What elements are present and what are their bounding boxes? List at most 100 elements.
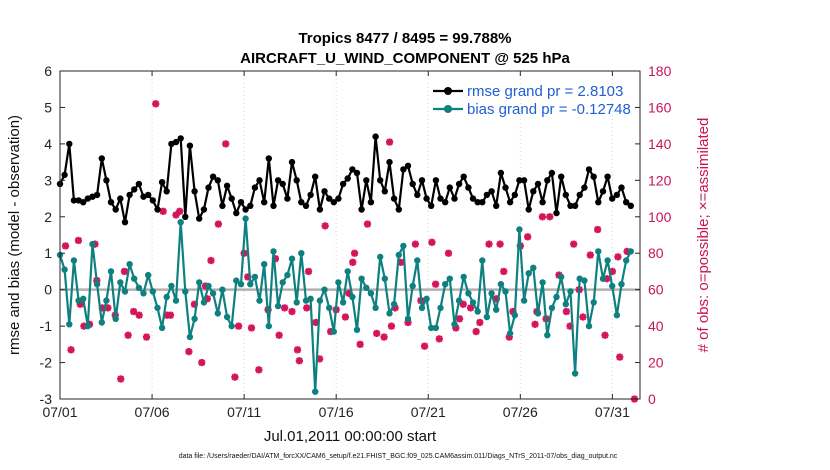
y-tick-label-left: 0 xyxy=(44,282,52,298)
obs-point xyxy=(412,241,419,248)
bias-point xyxy=(108,268,114,274)
bias-point xyxy=(484,314,490,320)
bias-point xyxy=(85,323,91,329)
legend-label-rmse: rmse grand pr = 2.8103 xyxy=(467,83,623,100)
rmse-point xyxy=(247,203,253,209)
obs-point xyxy=(235,323,242,330)
rmse-point xyxy=(294,177,300,183)
bias-point xyxy=(317,297,323,303)
obs-point xyxy=(172,211,179,218)
y-tick-label-left: -2 xyxy=(40,355,53,371)
obs-point xyxy=(351,250,358,257)
rmse-point xyxy=(191,188,197,194)
rmse-point xyxy=(131,186,137,192)
rmse-point xyxy=(340,181,346,187)
rmse-point xyxy=(498,170,504,176)
y-tick-label-left: 1 xyxy=(44,245,52,261)
obs-point xyxy=(75,237,82,244)
obs-point xyxy=(594,226,601,233)
x-tick-label: 07/06 xyxy=(135,404,170,420)
y-tick-label-right: 0 xyxy=(648,391,656,407)
bias-point xyxy=(396,252,402,258)
obs-point xyxy=(601,332,608,339)
bias-point xyxy=(553,294,559,300)
rmse-point xyxy=(539,199,545,205)
bias-point xyxy=(154,305,160,311)
bias-point xyxy=(400,243,406,249)
bias-point xyxy=(284,272,290,278)
rmse-point xyxy=(447,184,453,190)
bias-point xyxy=(321,287,327,293)
rmse-point xyxy=(215,177,221,183)
bias-point xyxy=(252,274,258,280)
bias-point xyxy=(410,283,416,289)
bias-point xyxy=(270,248,276,254)
bias-point xyxy=(618,281,624,287)
bias-point xyxy=(345,268,351,274)
y-axis-label-right: # of obs: o=possible; ×=assimilated xyxy=(695,118,712,353)
rmse-point xyxy=(549,170,555,176)
rmse-point xyxy=(535,181,541,187)
bias-point xyxy=(502,288,508,294)
rmse-point xyxy=(572,203,578,209)
rmse-point xyxy=(428,203,434,209)
rmse-point xyxy=(618,184,624,190)
obs-point xyxy=(570,241,577,248)
rmse-point xyxy=(345,175,351,181)
bias-point xyxy=(419,305,425,311)
rmse-point xyxy=(410,181,416,187)
chart-subtitle: AIRCRAFT_U_WIND_COMPONENT @ 525 hPa xyxy=(240,50,570,67)
obs-point xyxy=(539,213,546,220)
rmse-point xyxy=(391,195,397,201)
rmse-point xyxy=(150,197,156,203)
bias-point xyxy=(442,281,448,287)
rmse-point xyxy=(317,206,323,212)
y-tick-label-right: 100 xyxy=(648,209,672,225)
bias-point xyxy=(354,327,360,333)
rmse-point xyxy=(321,188,327,194)
bias-point xyxy=(168,283,174,289)
bias-point xyxy=(465,290,471,296)
rmse-point xyxy=(502,184,508,190)
bias-point xyxy=(164,294,170,300)
bias-point xyxy=(423,296,429,302)
bias-point xyxy=(210,290,216,296)
y-tick-label-right: 160 xyxy=(648,99,672,115)
bias-point xyxy=(437,305,443,311)
bias-point xyxy=(71,257,77,263)
bias-point xyxy=(591,299,597,305)
bias-point xyxy=(405,316,411,322)
bias-point xyxy=(136,285,142,291)
rmse-point xyxy=(284,195,290,201)
rmse-point xyxy=(377,177,383,183)
bias-point xyxy=(331,328,337,334)
rmse-point xyxy=(303,203,309,209)
bias-point xyxy=(113,316,119,322)
obs-point xyxy=(231,374,238,381)
x-tick-label: 07/16 xyxy=(319,404,354,420)
rmse-point xyxy=(442,199,448,205)
rmse-point xyxy=(94,192,100,198)
rmse-point xyxy=(382,188,388,194)
bias-point xyxy=(609,283,615,289)
rmse-point xyxy=(270,203,276,209)
rmse-point xyxy=(396,206,402,212)
rmse-point xyxy=(335,195,341,201)
obs-point xyxy=(587,251,594,258)
bias-point xyxy=(358,276,364,282)
bias-point xyxy=(391,301,397,307)
rmse-point xyxy=(196,215,202,221)
rmse-point xyxy=(159,179,165,185)
rmse-point xyxy=(256,177,262,183)
y-tick-label-right: 80 xyxy=(648,245,664,261)
bias-point xyxy=(126,261,132,267)
obs-point xyxy=(322,222,329,229)
obs-point xyxy=(546,213,553,220)
x-tick-label: 07/21 xyxy=(411,404,446,420)
bias-point xyxy=(539,279,545,285)
obs-point xyxy=(428,239,435,246)
obs-point xyxy=(436,335,443,342)
bias-point xyxy=(122,288,128,294)
bias-point xyxy=(94,281,100,287)
bias-point xyxy=(572,370,578,376)
